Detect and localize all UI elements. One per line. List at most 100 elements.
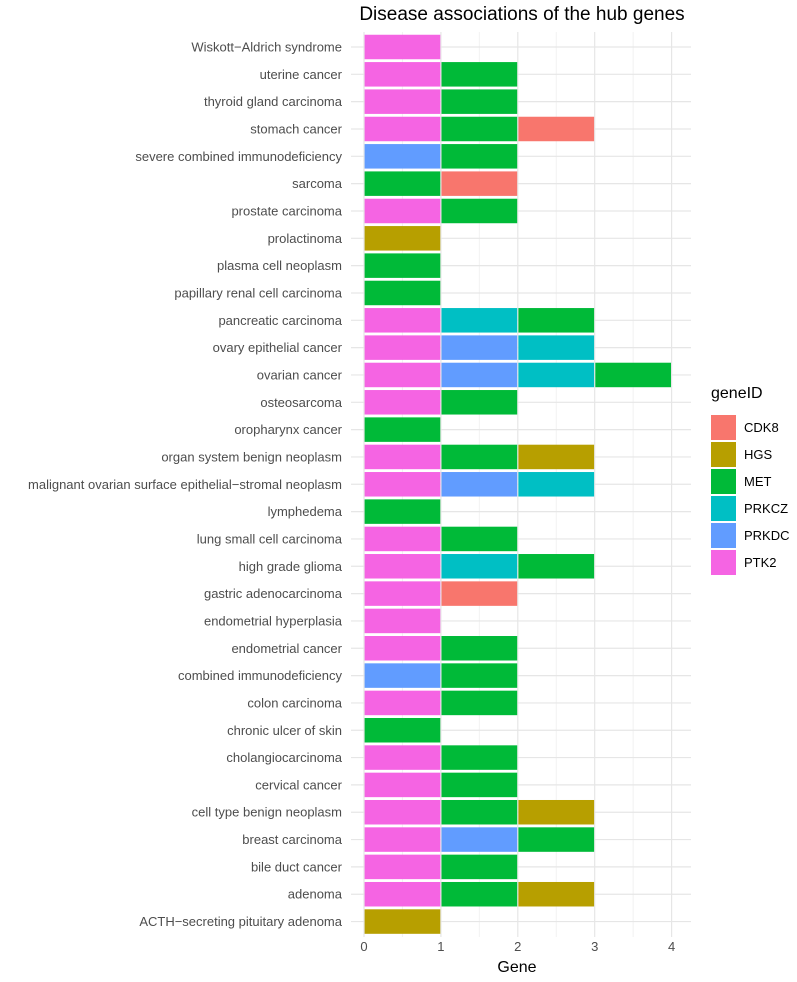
legend-label: PTK2 bbox=[744, 555, 777, 570]
legend-label: HGS bbox=[744, 447, 773, 462]
y-tick-label: stomach cancer bbox=[250, 121, 342, 136]
bar-segment-met bbox=[364, 171, 441, 196]
chart-title: Disease associations of the hub genes bbox=[359, 4, 684, 25]
y-tick-label: adenoma bbox=[288, 887, 343, 902]
y-tick-label: bile duct cancer bbox=[251, 859, 343, 874]
y-tick-label: high grade glioma bbox=[239, 559, 343, 574]
y-tick-label: severe combined immunodeficiency bbox=[135, 149, 342, 164]
bar-segment-ptk2 bbox=[364, 362, 441, 388]
bar-segment-prkcz bbox=[518, 362, 595, 388]
legend-label: PRKCZ bbox=[744, 501, 788, 516]
bar-segment-ptk2 bbox=[364, 472, 441, 497]
bar-segment-ptk2 bbox=[364, 745, 441, 770]
bar-segment-ptk2 bbox=[364, 526, 441, 552]
bar-segment-prkdc bbox=[364, 663, 441, 688]
bar-segment-ptk2 bbox=[364, 554, 441, 579]
bar-segment-met bbox=[441, 144, 518, 169]
bar-segment-ptk2 bbox=[364, 854, 441, 880]
bar-segment-prkcz bbox=[518, 335, 595, 360]
y-tick-label: papillary renal cell carcinoma bbox=[174, 285, 342, 300]
bar-segment-prkdc bbox=[441, 335, 518, 360]
bar-segment-met bbox=[518, 308, 595, 333]
x-tick-label: 1 bbox=[437, 939, 444, 954]
bar-segment-prkcz bbox=[441, 554, 518, 579]
bar-segment-cdk8 bbox=[441, 171, 518, 196]
bar-segment-hgs bbox=[518, 799, 595, 825]
bar-segment-met bbox=[364, 417, 441, 442]
bar-segment-ptk2 bbox=[364, 772, 441, 798]
y-tick-label: gastric adenocarcinoma bbox=[204, 586, 343, 601]
bar-segment-hgs bbox=[518, 444, 595, 470]
y-tick-label: malignant ovarian surface epithelial−str… bbox=[28, 477, 342, 492]
y-tick-label: thyroid gland carcinoma bbox=[204, 94, 343, 109]
bar-segment-ptk2 bbox=[364, 799, 441, 825]
bar-segment-met bbox=[441, 116, 518, 142]
y-tick-label: plasma cell neoplasm bbox=[217, 258, 342, 273]
legend-key-ptk2 bbox=[711, 550, 736, 575]
x-tick-label: 0 bbox=[360, 939, 367, 954]
y-tick-label: combined immunodeficiency bbox=[178, 668, 343, 683]
bar-segment-met bbox=[441, 799, 518, 825]
y-tick-label: colon carcinoma bbox=[247, 695, 342, 710]
bar-segment-met bbox=[364, 718, 441, 743]
y-tick-label: cervical cancer bbox=[255, 777, 342, 792]
legend-key-prkcz bbox=[711, 496, 736, 521]
y-tick-label: ACTH−secreting pituitary adenoma bbox=[139, 914, 342, 929]
legend-key-prkdc bbox=[711, 523, 736, 548]
bar-segment-ptk2 bbox=[364, 62, 441, 87]
bar-segment-ptk2 bbox=[364, 581, 441, 606]
bar-segment-met bbox=[518, 827, 595, 852]
x-tick-label: 4 bbox=[668, 939, 675, 954]
y-tick-label: chronic ulcer of skin bbox=[227, 723, 342, 738]
bar-segment-met bbox=[441, 444, 518, 470]
bar-segment-hgs bbox=[364, 909, 441, 934]
bar-segment-ptk2 bbox=[364, 198, 441, 224]
y-tick-label: ovary epithelial cancer bbox=[213, 340, 343, 355]
legend-label: CDK8 bbox=[744, 420, 779, 435]
y-axis-labels: Wiskott−Aldrich syndrome uterine cancer th… bbox=[28, 40, 343, 930]
bar-segment-ptk2 bbox=[364, 608, 441, 634]
bar-segment-prkdc bbox=[364, 144, 441, 169]
bar-segment-ptk2 bbox=[364, 690, 441, 716]
legend-title: geneID bbox=[711, 385, 763, 402]
bar-segment-met bbox=[518, 554, 595, 579]
bar-segment-met bbox=[441, 854, 518, 880]
x-axis-title: Gene bbox=[497, 959, 536, 976]
bar-segment-ptk2 bbox=[364, 116, 441, 142]
bar-segment-ptk2 bbox=[364, 308, 441, 333]
bar-segment-met bbox=[441, 690, 518, 716]
bar-segment-ptk2 bbox=[364, 444, 441, 470]
y-tick-label: ovarian cancer bbox=[257, 367, 343, 382]
y-tick-label: endometrial cancer bbox=[231, 641, 342, 656]
bars-layer bbox=[364, 34, 671, 934]
bar-segment-met bbox=[441, 390, 518, 415]
x-tick-label: 2 bbox=[514, 939, 521, 954]
bar-segment-ptk2 bbox=[364, 390, 441, 415]
y-tick-label: lung small cell carcinoma bbox=[197, 531, 343, 546]
bar-segment-met bbox=[364, 499, 441, 524]
legend-key-met bbox=[711, 469, 736, 494]
x-axis-ticks: 0 1 2 3 4 bbox=[360, 939, 675, 954]
y-tick-label: lymphedema bbox=[268, 504, 343, 519]
y-tick-label: osteosarcoma bbox=[260, 395, 342, 410]
bar-segment-met bbox=[441, 62, 518, 87]
bar-segment-prkcz bbox=[518, 472, 595, 497]
bar-segment-met bbox=[441, 198, 518, 224]
bar-segment-met bbox=[441, 772, 518, 798]
bar-segment-ptk2 bbox=[364, 34, 441, 60]
y-tick-label: prolactinoma bbox=[268, 231, 343, 246]
bar-segment-met bbox=[595, 362, 671, 388]
y-tick-label: sarcoma bbox=[292, 176, 343, 191]
y-tick-label: breast carcinoma bbox=[242, 832, 342, 847]
y-tick-label: endometrial hyperplasia bbox=[204, 613, 343, 628]
bar-segment-met bbox=[441, 89, 518, 114]
legend: geneID CDK8 HGS MET PRKCZ PRKDC PTK2 bbox=[711, 385, 790, 575]
y-tick-label: oropharynx cancer bbox=[234, 422, 342, 437]
bar-segment-hgs bbox=[364, 226, 441, 251]
bar-segment-met bbox=[441, 636, 518, 661]
legend-key-hgs bbox=[711, 442, 736, 467]
legend-key-cdk8 bbox=[711, 415, 736, 440]
y-tick-label: organ system benign neoplasm bbox=[161, 449, 342, 464]
